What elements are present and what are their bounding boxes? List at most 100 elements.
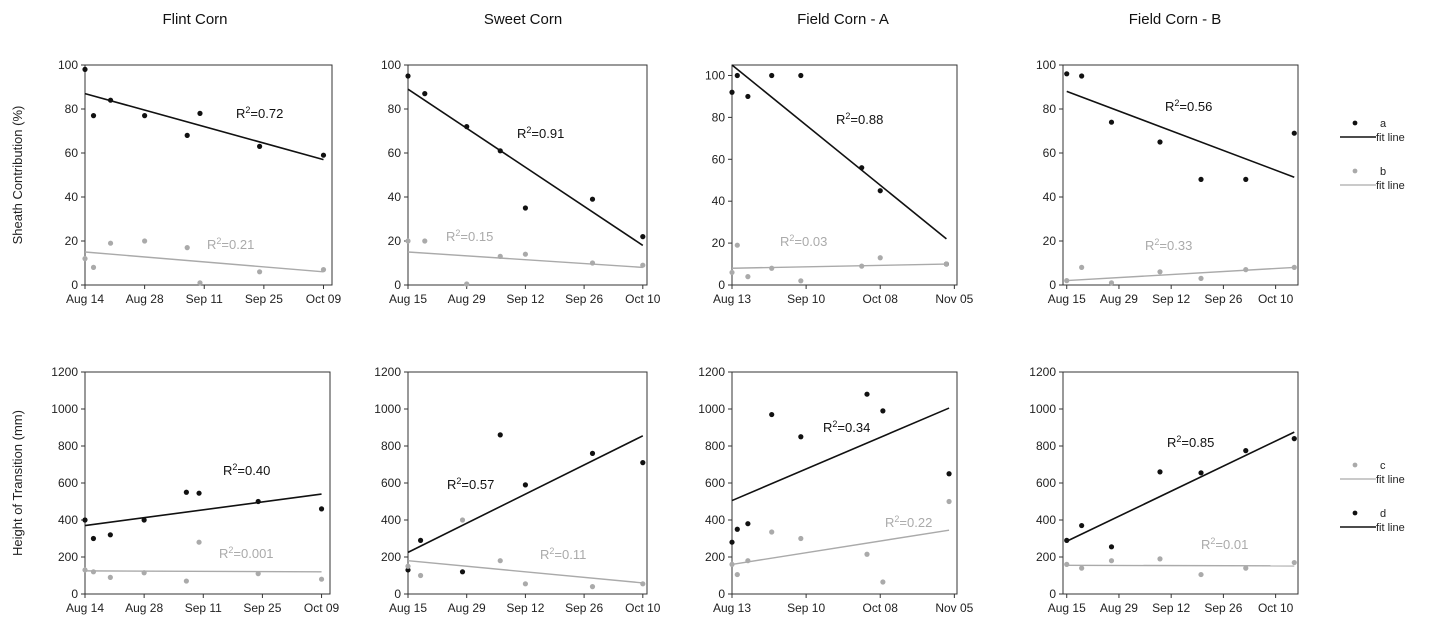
x-tick-label: Aug 15 (389, 292, 427, 306)
plot-frame (1062, 64, 1299, 286)
data-point-a (422, 91, 428, 97)
series-b: R2=0.33 (1064, 237, 1297, 286)
legend-marker-b (1352, 168, 1358, 174)
data-point-a (640, 234, 646, 240)
fit-line-b (1066, 266, 1295, 282)
data-point-a (90, 113, 97, 119)
x-tick-label: Sep 26 (565, 601, 603, 615)
data-point-d (417, 537, 424, 543)
data-point-d (459, 569, 466, 575)
data-point-c (946, 498, 952, 505)
data-point-a (405, 73, 411, 79)
x-tick-label: Aug 14 (66, 292, 104, 306)
data-point-b (943, 261, 950, 267)
data-point-a (1243, 176, 1249, 182)
y-tick-label: 20 (1043, 234, 1057, 248)
data-point-c (1079, 565, 1085, 571)
x-tick-label: Aug 29 (1100, 601, 1138, 615)
fit-line-d (1066, 431, 1295, 542)
y-tick-label: 600 (1036, 476, 1056, 490)
r2-label-a: R2=0.72 (236, 105, 283, 121)
legend-fit-label-b: fit line (1376, 180, 1405, 192)
data-point-a (734, 72, 740, 79)
panel-4: Field Corn - B 0 20 40 60 80 100 Aug 15 Aug 29 Se… (1036, 11, 1299, 306)
y-tick-label: 100 (705, 68, 725, 82)
data-point-a (1291, 130, 1297, 136)
data-point-d (82, 517, 88, 523)
y-tick-label: 1000 (698, 402, 725, 416)
panel-1: Flint Corn Sheath Contribution (%) 0 20 40 60… (10, 11, 341, 306)
legend-fit-label-d: fit line (1376, 522, 1405, 534)
data-point-c (769, 529, 775, 535)
x-tick-label: Oct 10 (1258, 601, 1294, 615)
y-tick-label: 400 (705, 513, 725, 527)
y-tick-label: 100 (381, 58, 401, 72)
y-tick-label: 60 (65, 146, 79, 160)
r2-label-d: R2=0.57 (447, 476, 494, 492)
data-point-d (196, 490, 202, 496)
fit-line-a (84, 92, 324, 161)
data-point-a (859, 165, 865, 171)
r2-label-d: R2=0.40 (223, 462, 270, 478)
series-c: R2=0.001 (82, 539, 325, 584)
y-tick-label: 1000 (374, 402, 401, 416)
r2-label-b: R2=0.15 (446, 228, 493, 244)
data-point-c (1064, 561, 1070, 568)
fit-line-b (407, 251, 643, 269)
data-point-a (745, 93, 751, 100)
fit-line-a (1066, 90, 1295, 178)
data-point-c (745, 558, 751, 564)
data-point-a (257, 143, 263, 149)
legend-label-d: d (1380, 508, 1386, 520)
fit-line-a (407, 88, 644, 247)
panel-7: 0 200 400 600 800 1000 1200 Aug 13 Sep 10 Oct 08 N… (698, 365, 973, 615)
y-tick-label: 1000 (1029, 402, 1056, 416)
data-point-d (729, 539, 735, 545)
data-point-b (184, 245, 190, 251)
r2-label-b: R2=0.33 (1145, 237, 1192, 253)
r2-label-a: R2=0.91 (517, 125, 564, 141)
y-tick-label: 40 (388, 190, 402, 204)
data-point-c (459, 517, 466, 523)
data-point-c (798, 535, 804, 542)
series-a: R2=0.56 (1064, 71, 1297, 182)
x-tick-label: Sep 26 (565, 292, 603, 306)
data-point-b (107, 240, 114, 246)
data-point-d (255, 498, 261, 505)
y-tick-label: 0 (718, 587, 725, 601)
data-point-a (1108, 119, 1115, 125)
data-point-b (1079, 264, 1085, 270)
data-point-b (497, 253, 503, 259)
data-point-c (734, 571, 740, 578)
data-point-b (734, 242, 740, 248)
data-point-c (183, 578, 189, 584)
y-tick-label: 1000 (51, 402, 78, 416)
fit-line-a (731, 64, 947, 240)
data-point-d (1198, 470, 1204, 476)
data-point-b (1108, 280, 1115, 286)
data-point-d (745, 521, 751, 527)
data-point-a (769, 72, 775, 79)
data-point-b (1064, 278, 1070, 284)
y-tick-label: 400 (1036, 513, 1056, 527)
fit-line-b (731, 263, 947, 269)
y-tick-label: 800 (1036, 439, 1056, 453)
data-point-b (90, 264, 97, 270)
data-point-a (798, 72, 804, 79)
data-point-a (729, 89, 735, 95)
x-tick-label: Sep 10 (787, 601, 825, 615)
plot-frame (84, 371, 331, 595)
data-point-b (522, 251, 529, 257)
y-tick-label: 400 (58, 513, 78, 527)
legend-fit-label-a: fit line (1376, 132, 1405, 144)
y-tick-label: 200 (381, 550, 401, 564)
fit-line-d (407, 435, 644, 554)
data-point-c (522, 581, 529, 587)
data-point-d (405, 567, 411, 573)
data-point-c (729, 561, 735, 568)
data-point-c (107, 574, 113, 580)
panel-8: 0 200 400 600 800 1000 1200 Aug 15 Aug 29 Sep 12 S… (1029, 365, 1299, 615)
data-point-d (1243, 448, 1249, 454)
x-tick-label: Sep 12 (506, 601, 544, 615)
y-tick-label: 600 (705, 476, 725, 490)
